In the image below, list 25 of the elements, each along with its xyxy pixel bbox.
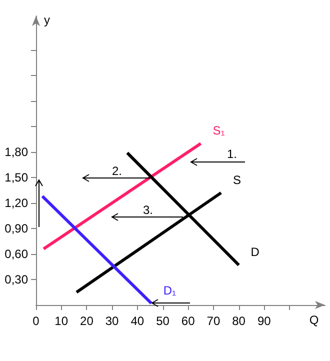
y-axis-title: y [44, 13, 50, 27]
x-tick-label: 70 [206, 314, 220, 328]
series-label: D [250, 245, 260, 260]
x-tick-label: 20 [80, 314, 94, 328]
x-tick-label: 30 [105, 314, 120, 328]
y-tick-label: 0,30 [4, 272, 28, 286]
y-tick-label: 1,50 [4, 170, 28, 184]
y-tick-label: 1,20 [4, 196, 28, 210]
annotation: 1. [226, 147, 238, 161]
y-tick-label: 0,90 [4, 222, 28, 236]
series-label: D₁ [163, 283, 176, 298]
x-tick-label: 10 [54, 314, 68, 328]
x-axis-title: Q [309, 313, 319, 327]
annotation: 3. [142, 203, 154, 217]
x-tick-label: 40 [130, 314, 144, 328]
y-tick-label: 0,60 [4, 247, 28, 261]
y-tick-label: 1,80 [4, 145, 28, 159]
series-label: S [233, 172, 242, 187]
x-tick-label: 90 [257, 314, 272, 328]
x-tick-label: 50 [156, 314, 170, 328]
annotation: 2. [112, 164, 122, 178]
x-tick-label: 0 [32, 314, 40, 328]
series-label: S₁ [212, 124, 225, 138]
x-tick-label: 60 [181, 314, 196, 328]
x-tick-label: 80 [232, 314, 246, 328]
